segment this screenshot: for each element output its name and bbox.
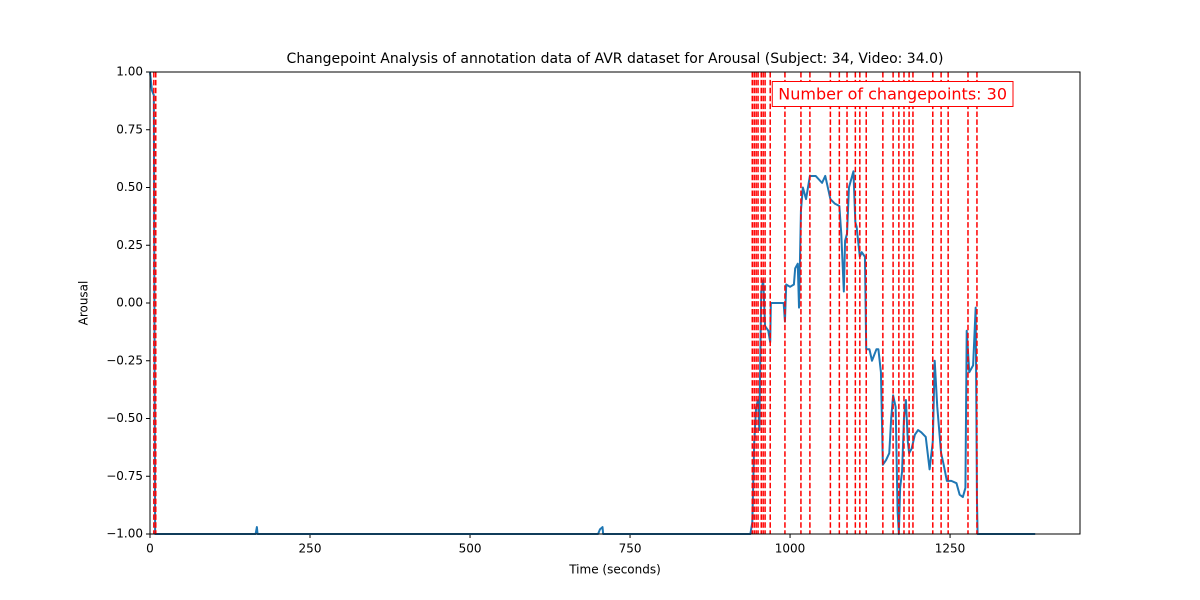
x-tick-label: 750 [619,542,642,556]
x-tick-label: 0 [146,542,154,556]
y-tick-label: −0.75 [106,469,143,483]
y-tick-label: 0.50 [116,180,143,194]
plot-frame [149,71,1081,535]
x-tick-label: 1000 [775,542,806,556]
y-tick-label: 0.00 [116,296,143,310]
y-tick-label: 1.00 [116,65,143,79]
annotation: Number of changepoints: 30 [778,85,1007,104]
y-tick-label: 0.25 [116,238,143,252]
y-tick-label: −0.25 [106,353,143,367]
annotation-box [771,81,1014,107]
x-tick-label: 500 [459,542,482,556]
y-tick-label: −1.00 [106,527,143,541]
x-tick-label: 1250 [935,542,966,556]
x-tick-label: 250 [299,542,322,556]
y-tick-label: 0.75 [116,122,143,136]
y-axis-label: Arousal [77,281,91,326]
chart-title: Changepoint Analysis of annotation data … [287,51,944,67]
x-axis-label: Time (seconds) [568,563,661,577]
y-tick-label: −0.50 [106,411,143,425]
